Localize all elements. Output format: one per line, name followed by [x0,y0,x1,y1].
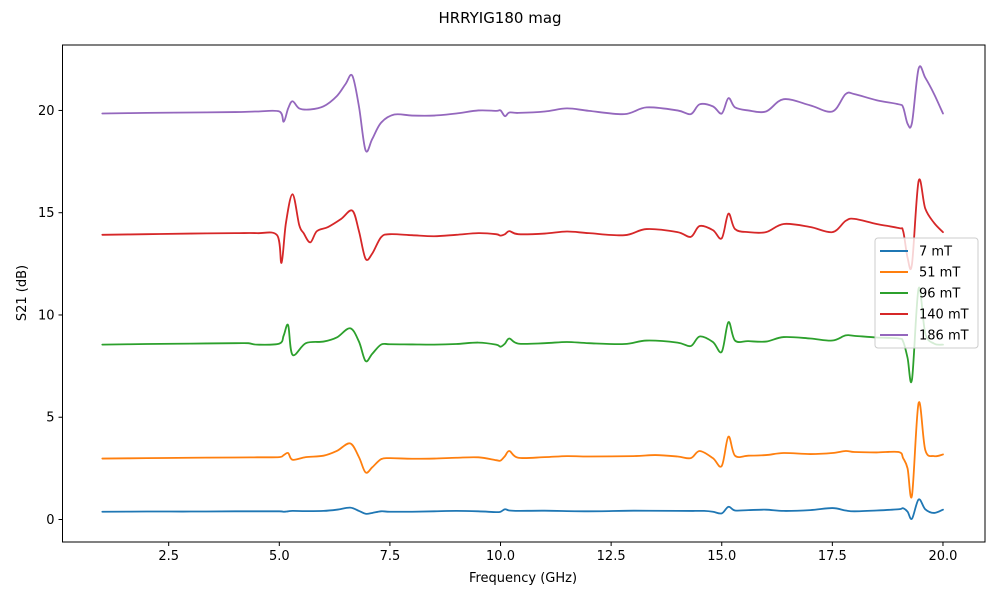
y-axis-title: S21 (dB) [15,265,30,321]
x-tick-label: 12.5 [597,549,626,564]
y-tick-label: 10 [38,308,55,323]
series-line-0 [101,498,944,520]
legend-label: 7 mT [919,245,952,260]
x-tick-label: 20.0 [928,549,957,564]
x-tick-label: 7.5 [380,549,401,564]
x-axis-title: Frequency (GHz) [469,571,577,586]
plot-frame [62,44,986,543]
series-line-3 [101,178,944,270]
y-tick-label: 5 [46,411,54,426]
legend: 7 mT 51 mT 96 mT 140 mT 186 mT [874,237,979,349]
legend-label: 51 mT [919,266,960,281]
x-tick-label: 17.5 [818,549,847,564]
y-axis-ticks: 0 5 10 15 20 [38,104,63,528]
legend-label: 140 mT [919,308,969,323]
x-tick-label: 5.0 [269,549,290,564]
y-tick-label: 20 [38,104,55,119]
x-tick-label: 15.0 [707,549,736,564]
legend-box [874,237,979,349]
x-axis-ticks: 2.5 5.0 7.5 10.0 12.5 15.0 17.5 20.0 [158,542,957,564]
series-line-2 [101,286,944,383]
y-tick-label: 15 [38,206,55,221]
series-line-4 [101,65,944,153]
legend-label: 96 mT [919,287,960,302]
x-tick-label: 10.0 [486,549,515,564]
x-tick-label: 2.5 [158,549,179,564]
plot-series-group [101,65,944,520]
series-line-1 [101,401,944,499]
y-tick-label: 0 [46,513,54,528]
chart-title: HRRYIG180 mag [438,9,561,27]
legend-label: 186 mT [919,329,969,344]
